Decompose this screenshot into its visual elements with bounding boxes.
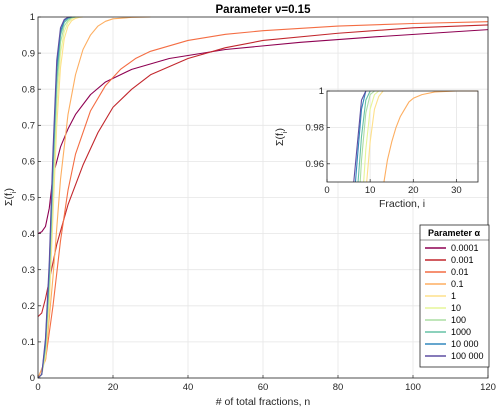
y-tick-label: 0.8 [22, 84, 35, 95]
series-line-1 [366, 90, 384, 183]
inset-x-ticks: 0 10 20 30 [324, 179, 462, 196]
y-tick-label: 0.96 [306, 159, 325, 170]
series-line-100000 [353, 90, 367, 183]
inset-y-ticks: 0.96 0.98 1 [306, 86, 330, 170]
legend-entry-label: 10 000 [451, 339, 479, 349]
y-tick-label: 0.6 [22, 157, 35, 168]
y-tick-label: 0.5 [22, 193, 35, 204]
legend-entry-label: 1000 [451, 327, 471, 337]
series-line-10000 [354, 90, 367, 183]
main-x-axis-label: # of total fractions, n [216, 396, 311, 408]
x-tick-label: 10 [365, 185, 376, 196]
inset-plot-frame [326, 90, 479, 183]
main-x-ticks: 0 20 40 60 80 100 120 [35, 375, 496, 393]
legend-title: Parameter α [428, 228, 481, 238]
y-tick-label: 0 [30, 373, 35, 384]
x-tick-label: 60 [258, 382, 269, 393]
legend: Parameter α 0.0001 0.001 0.01 0.1 1 10 100 1000… [419, 224, 490, 368]
main-y-ticks: 0 0.1 0.2 0.3 0.4 0.5 0.6 0.7 0.8 0.9 1 [22, 12, 41, 384]
x-tick-label: 30 [451, 185, 462, 196]
inset-series-lines [353, 90, 478, 183]
main-series-lines [37, 16, 489, 379]
main-plot-area: 0 20 40 60 80 100 120 00.10.20.30.40.50.60.70.… [3, 12, 496, 408]
series-line-0.1 [383, 90, 478, 183]
series-line-100 [359, 90, 375, 183]
legend-entry-label: 0.001 [451, 255, 474, 265]
series-line-100000 [37, 16, 72, 379]
legend-entry-label: 100 000 [451, 351, 484, 361]
x-tick-label: 0 [35, 382, 40, 393]
inset-x-axis-label: Fraction, i [379, 198, 425, 210]
legend-entry-label: 10 [451, 303, 461, 313]
x-tick-label: 80 [333, 382, 344, 393]
legend-entry-label: 0.1 [451, 279, 464, 289]
series-line-10 [363, 90, 380, 183]
y-tick-label: 1 [30, 12, 35, 23]
inset-plot-background [327, 91, 478, 182]
y-tick-label: 0.1 [22, 337, 35, 348]
y-tick-label: 1 [319, 86, 324, 97]
series-line-0.1 [37, 16, 151, 379]
inset-y-axis-label: Σ(fi) [274, 128, 289, 146]
series-line-1000 [357, 90, 371, 183]
inset-plot-area: 0 10 20 30 0.96 0.98 1 Fraction, i Σ(fi) [274, 86, 479, 210]
legend-entry-label: 100 [451, 315, 466, 325]
x-tick-label: 40 [183, 382, 194, 393]
series-line-1 [37, 16, 84, 379]
x-tick-label: 100 [405, 382, 421, 393]
x-tick-label: 120 [480, 382, 496, 393]
y-tick-label: 0.9 [22, 48, 35, 59]
main-y-axis-label: Σ(fi) [3, 188, 18, 206]
x-tick-label: 20 [408, 185, 419, 196]
legend-items: 0.0001 0.001 0.01 0.1 1 10 100 1000 10 000 100 00… [425, 243, 484, 361]
legend-entry-label: 0.0001 [451, 243, 479, 253]
x-tick-label: 0 [324, 185, 329, 196]
series-line-0.0001 [37, 29, 489, 235]
y-tick-label: 0.2 [22, 301, 35, 312]
y-tick-label: 0.98 [306, 123, 325, 134]
y-tick-label: 0.4 [22, 229, 35, 240]
y-tick-label: 0.3 [22, 265, 35, 276]
series-line-0.01 [37, 21, 489, 379]
y-tick-label: 0.7 [22, 121, 35, 132]
legend-entry-label: 1 [451, 291, 456, 301]
chart-title: Parameter ν=0.15 [216, 4, 312, 16]
x-tick-label: 20 [108, 382, 119, 393]
legend-entry-label: 0.01 [451, 267, 469, 277]
